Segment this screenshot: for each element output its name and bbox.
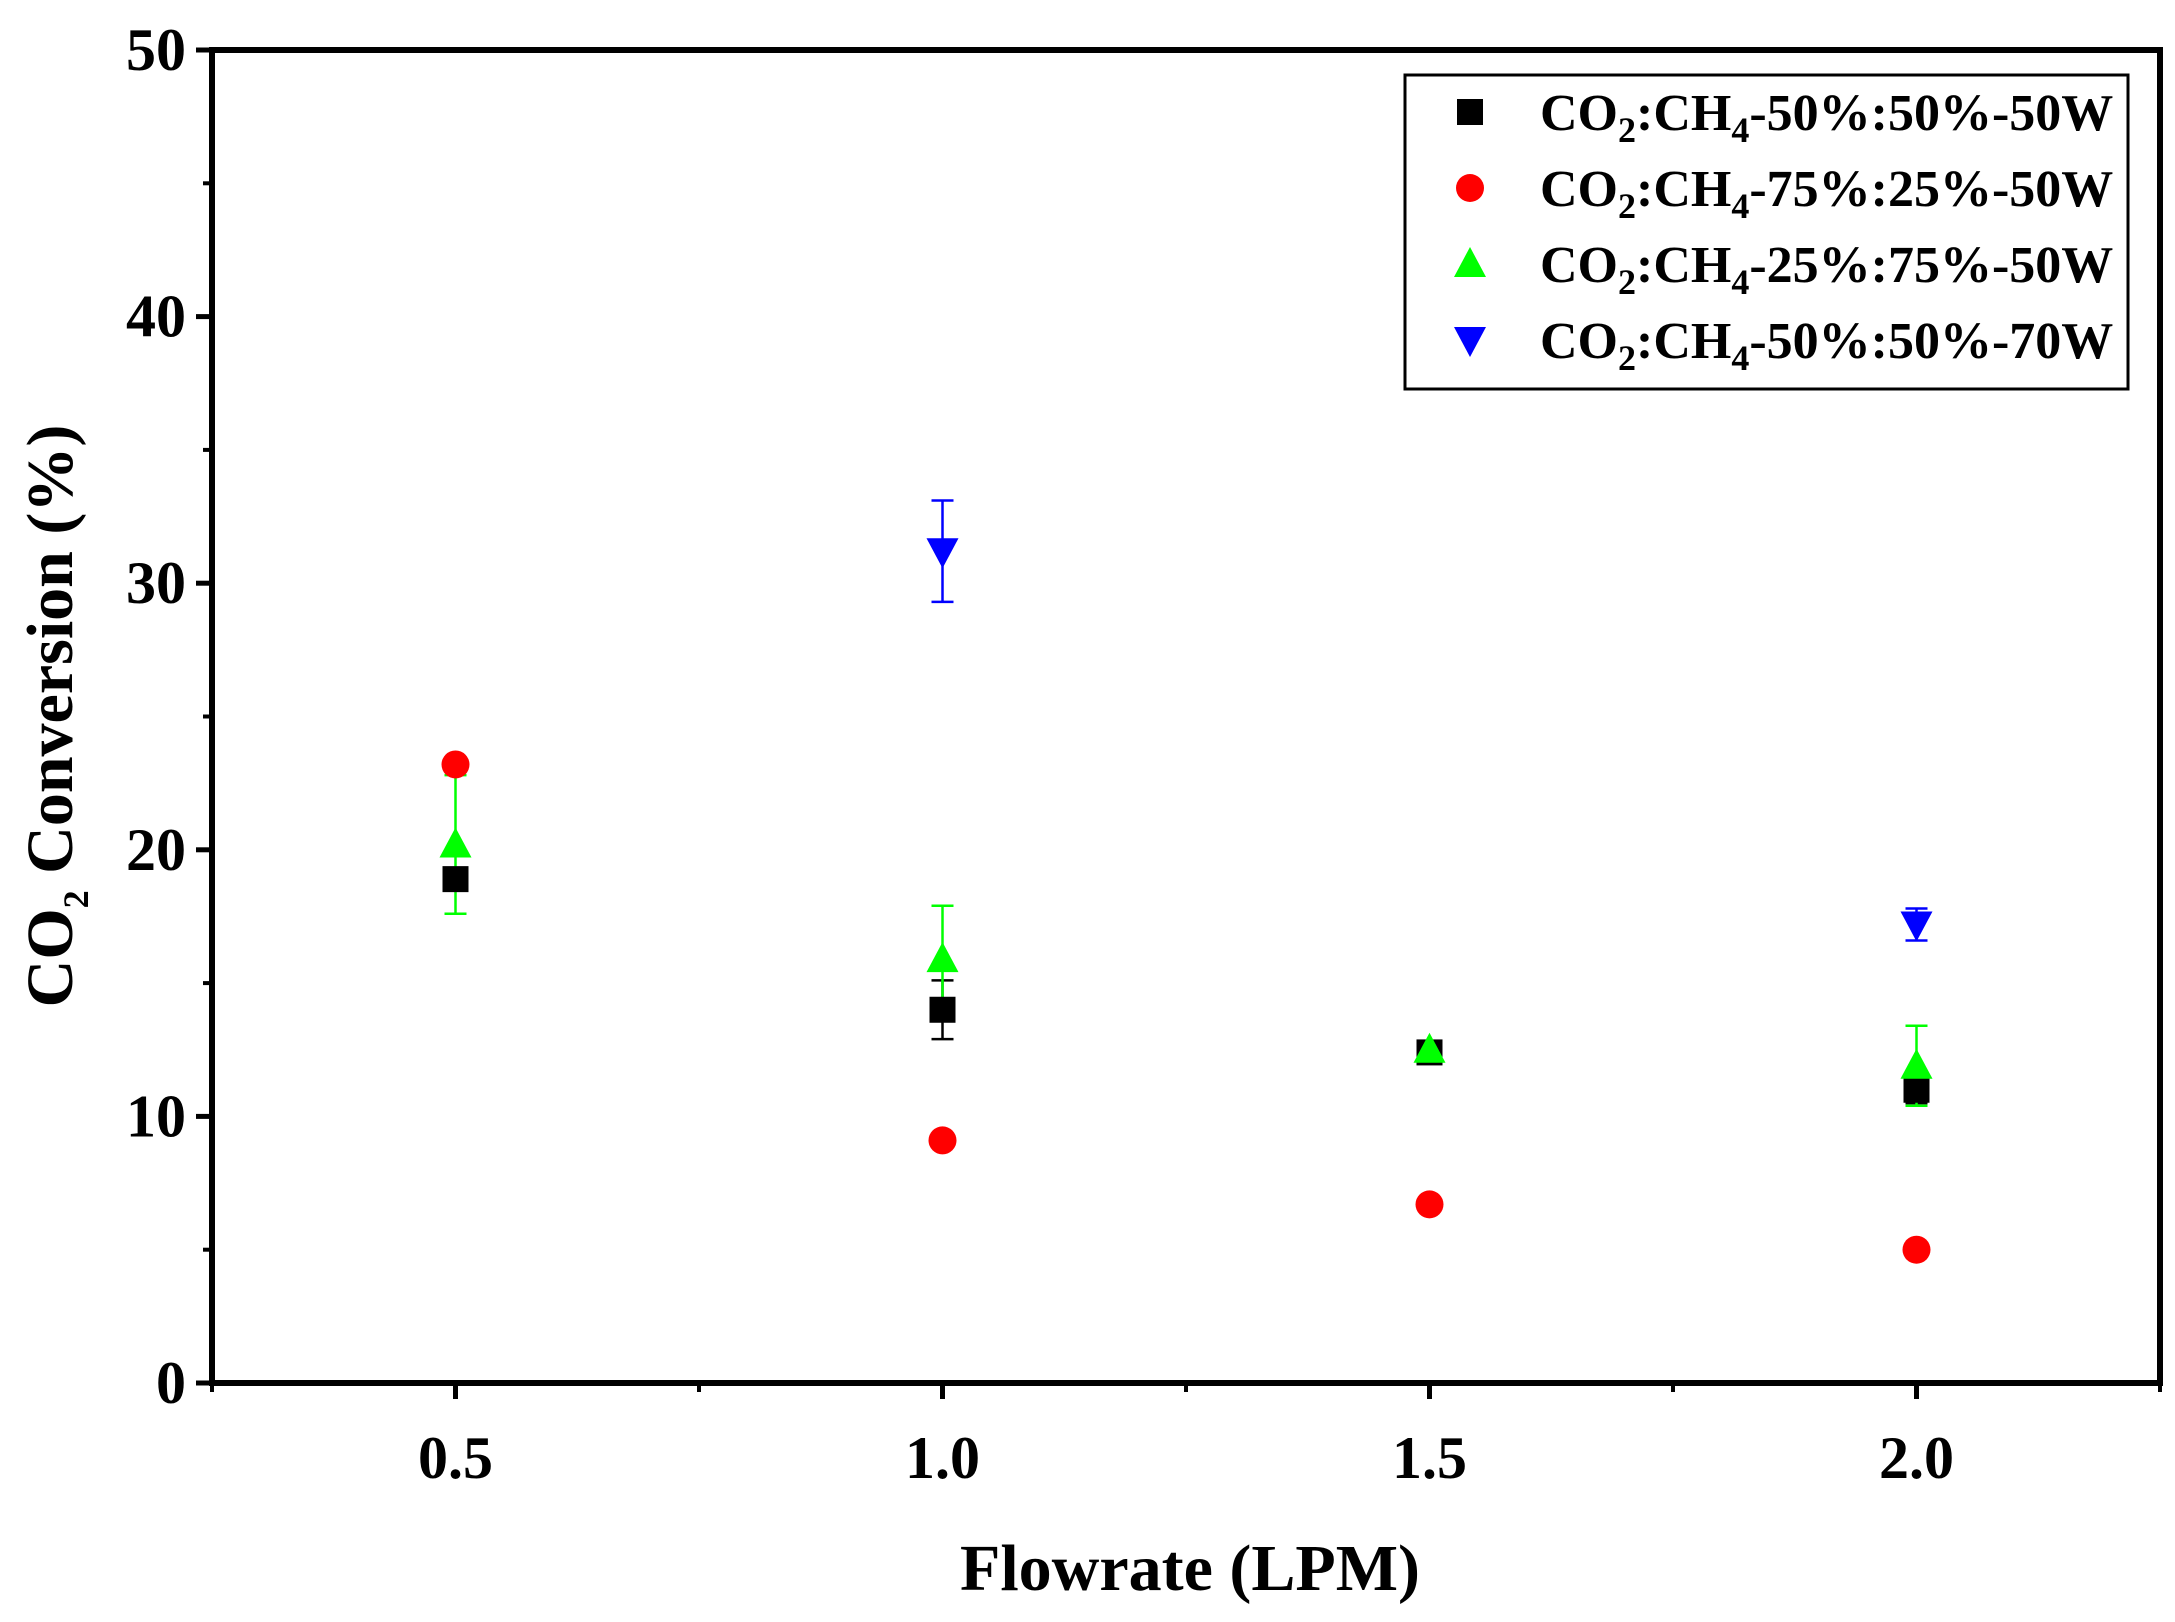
data-point bbox=[441, 750, 470, 779]
data-point bbox=[926, 538, 959, 569]
data-point bbox=[1413, 1032, 1446, 1063]
y-tick-label: 40 bbox=[126, 284, 186, 350]
x-tick-label: 1.0 bbox=[905, 1425, 980, 1491]
data-markers bbox=[439, 538, 1933, 1264]
legend-marker bbox=[1454, 327, 1486, 357]
legend-marker bbox=[1454, 247, 1486, 277]
y-axis-title: CO2 Conversion (%) bbox=[14, 425, 96, 1008]
y-tick-label: 50 bbox=[126, 17, 186, 83]
error-bars bbox=[444, 499, 1928, 1107]
y-tick-label: 20 bbox=[126, 817, 186, 883]
y-axis-ticks: 0 10 20 30 40 50 bbox=[126, 17, 212, 1416]
legend-marker bbox=[1457, 99, 1483, 125]
y-tick-label: 10 bbox=[126, 1083, 186, 1149]
x-axis-title: Flowrate (LPM) bbox=[960, 1532, 1420, 1605]
data-point bbox=[1900, 1048, 1933, 1079]
x-tick-label: 0.5 bbox=[418, 1425, 493, 1491]
data-point bbox=[926, 942, 959, 973]
data-point bbox=[442, 866, 469, 893]
data-point bbox=[1415, 1190, 1444, 1219]
x-axis-ticks: 0.5 1.0 1.5 2.0 bbox=[210, 1383, 2162, 1491]
legend: CO2:CH4-50%:50%-50W CO2:CH4-75%:25%-50W CO… bbox=[1403, 73, 2130, 391]
x-tick-label: 2.0 bbox=[1879, 1425, 1954, 1491]
legend-label: CO2:CH4-50%:50%-50W bbox=[1540, 85, 2113, 150]
data-point bbox=[928, 1126, 957, 1155]
legend-label: CO2:CH4-25%:75%-50W bbox=[1540, 237, 2113, 302]
data-point bbox=[929, 996, 956, 1023]
x-tick-label: 1.5 bbox=[1392, 1425, 1467, 1491]
y-tick-label: 30 bbox=[126, 550, 186, 616]
legend-label: CO2:CH4-75%:25%-50W bbox=[1540, 161, 2113, 226]
y-tick-label: 0 bbox=[156, 1350, 186, 1416]
data-point bbox=[1902, 1235, 1931, 1264]
legend-label: CO2:CH4-50%:50%-70W bbox=[1540, 313, 2113, 378]
data-point bbox=[1903, 1076, 1930, 1103]
data-point bbox=[1900, 911, 1933, 942]
data-point bbox=[439, 827, 472, 858]
legend-marker bbox=[1456, 174, 1484, 202]
legend-box bbox=[1403, 73, 2130, 391]
